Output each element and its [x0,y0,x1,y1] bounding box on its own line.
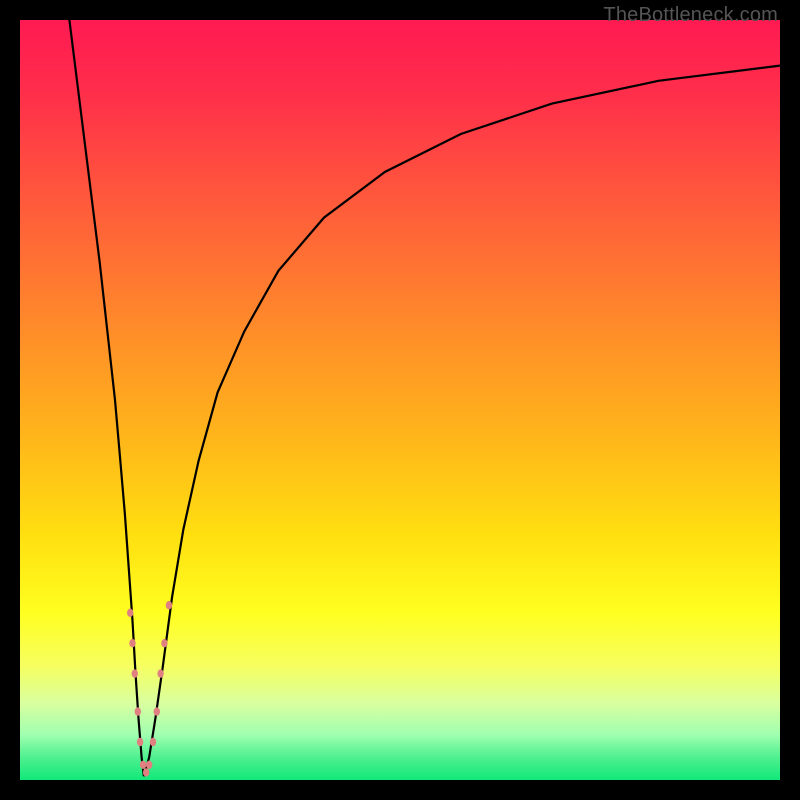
marker-point [157,669,163,677]
marker-point [150,738,156,746]
marker-point [135,707,141,715]
marker-point [143,768,149,776]
marker-point [140,761,146,769]
marker-point [132,669,138,677]
marker-point [154,707,160,715]
curves-layer [20,20,780,780]
plot-area [20,20,780,780]
watermark-text: TheBottleneck.com [603,4,778,27]
marker-point [161,639,167,647]
marker-point [127,609,133,617]
chart-container: TheBottleneck.com [0,0,800,800]
marker-point [146,761,152,769]
marker-point [137,738,143,746]
marker-point [129,639,135,647]
marker-point [166,601,172,609]
curve-left [69,20,143,776]
curve-right [144,66,780,777]
